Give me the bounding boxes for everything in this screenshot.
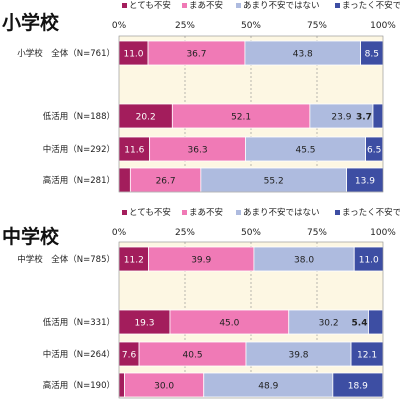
category-label: 高活用（N=190）: [43, 380, 115, 391]
data-label: 45.5: [295, 146, 315, 156]
chart-title: 中学校: [2, 225, 60, 248]
bar-segment: [118, 372, 125, 398]
plot-border: [118, 241, 384, 399]
data-label: 55.2: [264, 177, 284, 187]
bar-segment: [129, 167, 202, 193]
data-label: 43.8: [293, 50, 313, 60]
x-tick-label: 25%: [175, 21, 195, 31]
x-tick-label: 100%: [370, 228, 396, 238]
bar-segment: [148, 246, 255, 272]
legend-label: まあ不安: [189, 0, 223, 11]
data-label: 3.7: [356, 113, 372, 123]
category-label: 中活用（N=292）: [43, 144, 115, 155]
data-label: 36.7: [186, 50, 206, 60]
category-label: 中学校 全体（N=785）: [17, 254, 115, 265]
plot-border: [118, 35, 384, 193]
bar-segment: [118, 246, 149, 272]
legend-swatch: [122, 3, 127, 8]
category-label: 低活用（N=188）: [43, 111, 115, 122]
bar-segment: [288, 309, 369, 335]
data-label: 30.2: [319, 319, 339, 329]
legend-label: まったく不安ではない: [342, 207, 400, 218]
bar-segment: [118, 136, 151, 162]
bar-segment: [169, 309, 290, 335]
bar-segment: [372, 103, 384, 129]
category-label: 小学校 全体（N=761）: [17, 48, 115, 59]
data-label: 39.8: [288, 351, 308, 361]
bar-segment: [332, 372, 384, 398]
data-label: 8.5: [365, 50, 379, 60]
bar-segment: [253, 246, 355, 272]
legend-swatch: [182, 210, 187, 215]
bar-segment: [203, 372, 334, 398]
x-tick-label: 100%: [370, 21, 396, 31]
data-label: 11.2: [124, 256, 144, 266]
bar-segment: [171, 103, 311, 129]
bar-segment: [353, 246, 384, 272]
chart-title: 小学校: [2, 11, 60, 34]
data-label: 19.3: [134, 319, 154, 329]
legend-label: あまり不安ではない: [243, 207, 320, 218]
bar-segment: [245, 341, 352, 367]
data-label: 36.3: [188, 146, 208, 156]
x-tick-label: 0%: [112, 21, 127, 31]
bar-segment: [368, 309, 384, 335]
chart-panel-1: 中学校 とても不安 まあ不安 あまり不安ではない まったく不安ではない 0% 25% 50% 7…: [2, 207, 400, 399]
legend-label: とても不安: [129, 207, 171, 218]
x-tick-label: 25%: [175, 228, 195, 238]
bar-segment: [149, 136, 246, 162]
legend-swatch: [182, 3, 187, 8]
x-tick-label: 75%: [307, 228, 327, 238]
legend-label: まあ不安: [189, 207, 223, 218]
legend-swatch: [335, 3, 340, 8]
legend-swatch: [236, 210, 241, 215]
data-label: 26.7: [156, 177, 176, 187]
data-label: 7.6: [122, 351, 137, 361]
data-label: 11.6: [124, 146, 144, 156]
bar-segment: [200, 167, 347, 193]
legend-swatch: [122, 210, 127, 215]
data-label: 39.9: [191, 256, 211, 266]
data-label: 23.9: [331, 113, 351, 123]
x-tick-label: 50%: [241, 21, 261, 31]
data-label: 48.9: [258, 382, 278, 392]
data-label: 38.0: [294, 256, 314, 266]
data-label: 20.2: [136, 113, 156, 123]
bar-segment: [309, 103, 374, 129]
category-label: 低活用（N=331）: [43, 317, 115, 328]
data-label: 18.9: [348, 382, 368, 392]
data-label: 13.9: [355, 177, 375, 187]
data-label: 6.5: [367, 146, 381, 156]
data-label: 52.1: [231, 113, 251, 123]
x-tick-label: 75%: [307, 21, 327, 31]
data-label: 45.0: [219, 319, 239, 329]
data-label: 11.0: [359, 256, 379, 266]
chart-panel-0: 小学校 とても不安 まあ不安 あまり不安ではない まったく不安ではない 0% 25% 50% 7…: [2, 0, 400, 193]
data-label: 40.5: [183, 351, 203, 361]
legend-swatch: [335, 210, 340, 215]
bar-segment: [245, 136, 366, 162]
data-label: 11.0: [123, 50, 143, 60]
category-label: 高活用（N=281）: [43, 175, 115, 186]
legend-label: まったく不安ではない: [342, 0, 400, 11]
bar-segment: [118, 40, 149, 66]
legend-label: とても不安: [129, 0, 171, 11]
category-label: 中活用（N=264）: [43, 349, 115, 360]
data-label: 30.0: [154, 382, 174, 392]
legend-label: あまり不安ではない: [243, 0, 320, 11]
legend-swatch: [236, 3, 241, 8]
x-tick-label: 0%: [112, 228, 127, 238]
bar-segment: [350, 341, 384, 367]
x-tick-label: 50%: [241, 228, 261, 238]
data-label: 5.4: [352, 319, 368, 329]
bar-segment: [124, 372, 205, 398]
data-label: 12.1: [357, 351, 377, 361]
bar-segment: [118, 103, 173, 129]
bar-segment: [118, 167, 131, 193]
